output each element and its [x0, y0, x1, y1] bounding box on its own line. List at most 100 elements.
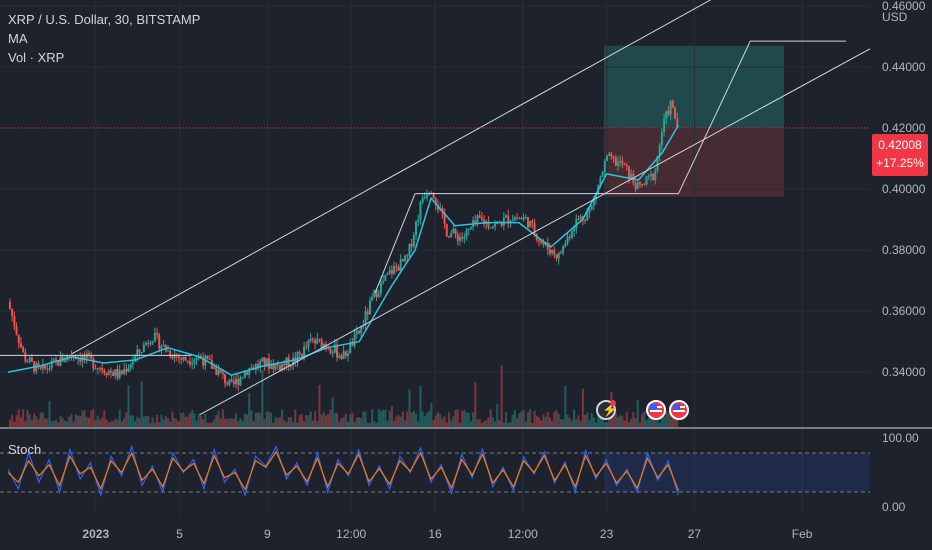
candle-body [340, 355, 343, 359]
candle-body [320, 339, 323, 349]
volume-bar [101, 417, 104, 427]
candle-body [107, 370, 110, 376]
volume-bar [412, 410, 415, 427]
candle-body [645, 176, 648, 185]
candle-body [79, 357, 82, 362]
volume-bar [136, 416, 139, 427]
volume-bar [52, 420, 55, 427]
candle-body [467, 228, 470, 231]
ma-indicator-label[interactable]: MA [8, 31, 28, 46]
volume-bar [210, 422, 213, 427]
volume-bar [41, 412, 44, 427]
candle-body [250, 367, 253, 369]
candle-body [568, 236, 571, 238]
candle-body [239, 377, 242, 386]
candle-body [140, 351, 143, 353]
volume-bar [483, 421, 486, 427]
volume-bar [349, 414, 352, 427]
candle-body [540, 240, 543, 243]
volume-bar [647, 417, 650, 427]
volume-bar [204, 414, 207, 427]
candle-body [364, 311, 367, 325]
candle-body [671, 100, 674, 108]
volume-bar [584, 414, 587, 427]
volume-bar [537, 417, 540, 427]
y-tick-label: 0.38000 [882, 243, 926, 257]
volume-bar [202, 419, 205, 427]
candle-body [463, 236, 466, 239]
volume-bar [344, 413, 347, 427]
candle-body [555, 254, 558, 259]
candle-body [206, 355, 209, 359]
candle-body [371, 296, 374, 301]
volume-bar [208, 422, 211, 427]
candle-body [595, 194, 598, 199]
volume-bar [39, 412, 42, 427]
flash-event-icon[interactable]: ⚡ [596, 400, 618, 420]
candle-body [474, 220, 477, 223]
volume-bar [48, 401, 51, 427]
channel-lower-line [199, 48, 871, 416]
volume-bar [175, 419, 178, 427]
stoch-indicator-label[interactable]: Stoch [8, 442, 42, 457]
candle-body [518, 218, 521, 220]
volume-bar [252, 421, 255, 427]
volume-bar [616, 417, 619, 427]
volume-bar [158, 422, 161, 427]
candle-body [483, 219, 486, 224]
volume-bar [267, 411, 270, 427]
volume-bar [311, 420, 314, 427]
volume-bar [498, 420, 501, 427]
volume-bar [197, 414, 200, 427]
volume-bar [450, 420, 453, 427]
candle-body [590, 205, 593, 210]
volume-bar [33, 413, 36, 427]
volume-bar [336, 412, 339, 427]
symbol-title[interactable]: XRP / U.S. Dollar, 30, BITSTAMP [8, 12, 201, 27]
candle-body [588, 209, 591, 213]
candle-body [610, 153, 613, 157]
volume-bar [568, 417, 571, 427]
candle-body [235, 379, 238, 384]
volume-bar [516, 418, 519, 427]
volume-bar [544, 416, 547, 427]
candle-body [445, 224, 448, 237]
volume-bar [50, 421, 53, 427]
volume-bar [235, 413, 238, 427]
candle-body [11, 308, 14, 317]
volume-bar [401, 411, 404, 427]
volume-bar [621, 415, 624, 427]
volume-bar [232, 418, 235, 427]
candle-body [397, 267, 400, 271]
candle-body [300, 353, 303, 357]
volume-bar [85, 416, 88, 427]
volume-bar [540, 420, 543, 427]
candle-body [658, 145, 661, 156]
candle-body [436, 205, 439, 210]
volume-bar [278, 417, 281, 427]
candle-body [548, 249, 551, 254]
x-tick-label: 12:00 [508, 527, 538, 541]
volume-bar [257, 412, 260, 427]
volume-bar [322, 412, 325, 427]
candle-body [46, 368, 49, 370]
candle-body [584, 219, 587, 221]
volume-bar [627, 422, 630, 427]
volume-indicator-label[interactable]: Vol · XRP [8, 50, 65, 65]
volume-bar [193, 413, 196, 427]
us-flag-event-icon-2[interactable] [669, 400, 689, 420]
candle-body [331, 352, 334, 354]
us-flag-event-icon[interactable] [646, 400, 666, 420]
candle-body [656, 155, 659, 171]
candle-body [136, 349, 139, 357]
candle-body [676, 118, 679, 126]
volume-bar [248, 393, 251, 427]
candle-body [511, 220, 514, 222]
candle-body [237, 379, 240, 386]
candle-body [55, 359, 58, 361]
volume-bar [597, 416, 600, 427]
candle-body [342, 351, 345, 359]
volume-bar [663, 416, 666, 427]
